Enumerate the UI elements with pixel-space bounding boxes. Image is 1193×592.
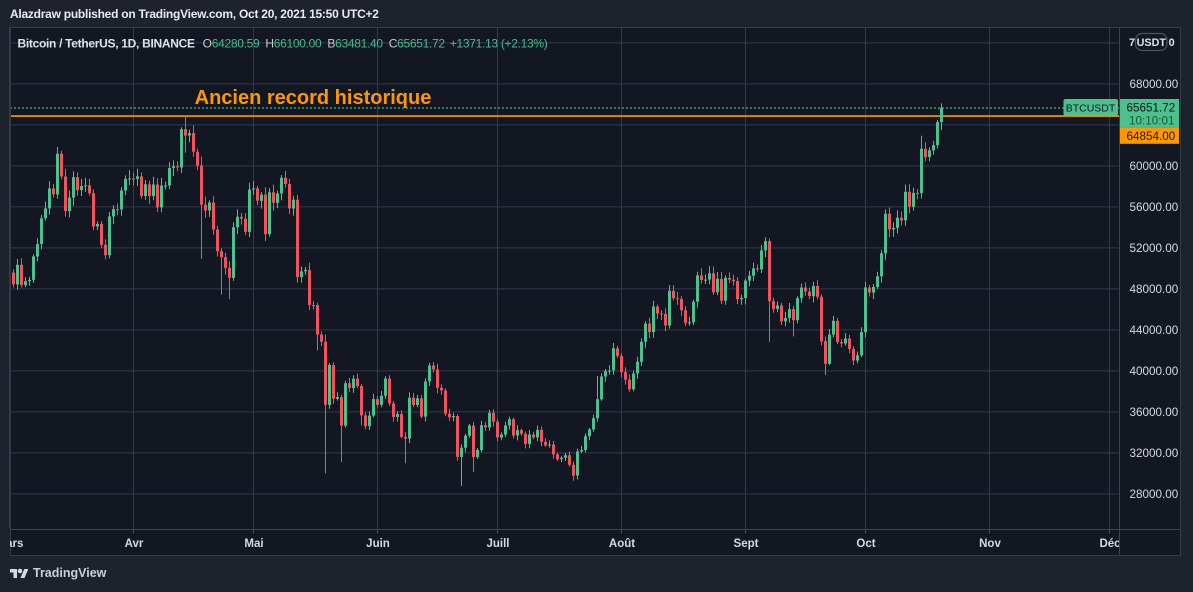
svg-text:Ancien record historique: Ancien record historique <box>195 87 432 109</box>
svg-text:7: 7 <box>1129 37 1135 49</box>
svg-text:10:10:01: 10:10:01 <box>1129 115 1175 128</box>
svg-text:32000.00: 32000.00 <box>1130 447 1179 460</box>
svg-text:68000.00: 68000.00 <box>1130 78 1179 91</box>
svg-text:USDT: USDT <box>1137 37 1167 49</box>
svg-text:Mars: Mars <box>0 538 23 550</box>
svg-text:64854.00: 64854.00 <box>1127 130 1176 143</box>
svg-text:56000.00: 56000.00 <box>1130 201 1179 214</box>
svg-text:Juin: Juin <box>366 538 390 550</box>
svg-text:Oct: Oct <box>856 538 875 550</box>
svg-text:65651.72: 65651.72 <box>1127 102 1176 115</box>
svg-text:36000.00: 36000.00 <box>1130 406 1179 419</box>
svg-text:44000.00: 44000.00 <box>1130 324 1179 337</box>
svg-text:Sept: Sept <box>734 538 759 550</box>
svg-text:Août: Août <box>609 538 635 550</box>
svg-text:Mai: Mai <box>244 538 263 550</box>
svg-text:0: 0 <box>1169 37 1175 49</box>
svg-text:60000.00: 60000.00 <box>1130 160 1179 173</box>
svg-text:Déc: Déc <box>1099 538 1121 550</box>
svg-text:28000.00: 28000.00 <box>1130 488 1179 501</box>
svg-text:48000.00: 48000.00 <box>1130 283 1179 296</box>
svg-text:Bitcoin / TetherUS, 1D, BINANC: Bitcoin / TetherUS, 1D, BINANCE O64280.59… <box>18 37 548 51</box>
svg-text:Juill: Juill <box>486 538 509 550</box>
svg-text:Nov: Nov <box>979 538 1001 550</box>
svg-text:Avr: Avr <box>125 538 144 550</box>
svg-text:52000.00: 52000.00 <box>1130 242 1179 255</box>
svg-text:40000.00: 40000.00 <box>1130 365 1179 378</box>
svg-text:BTCUSDT: BTCUSDT <box>1066 103 1116 115</box>
